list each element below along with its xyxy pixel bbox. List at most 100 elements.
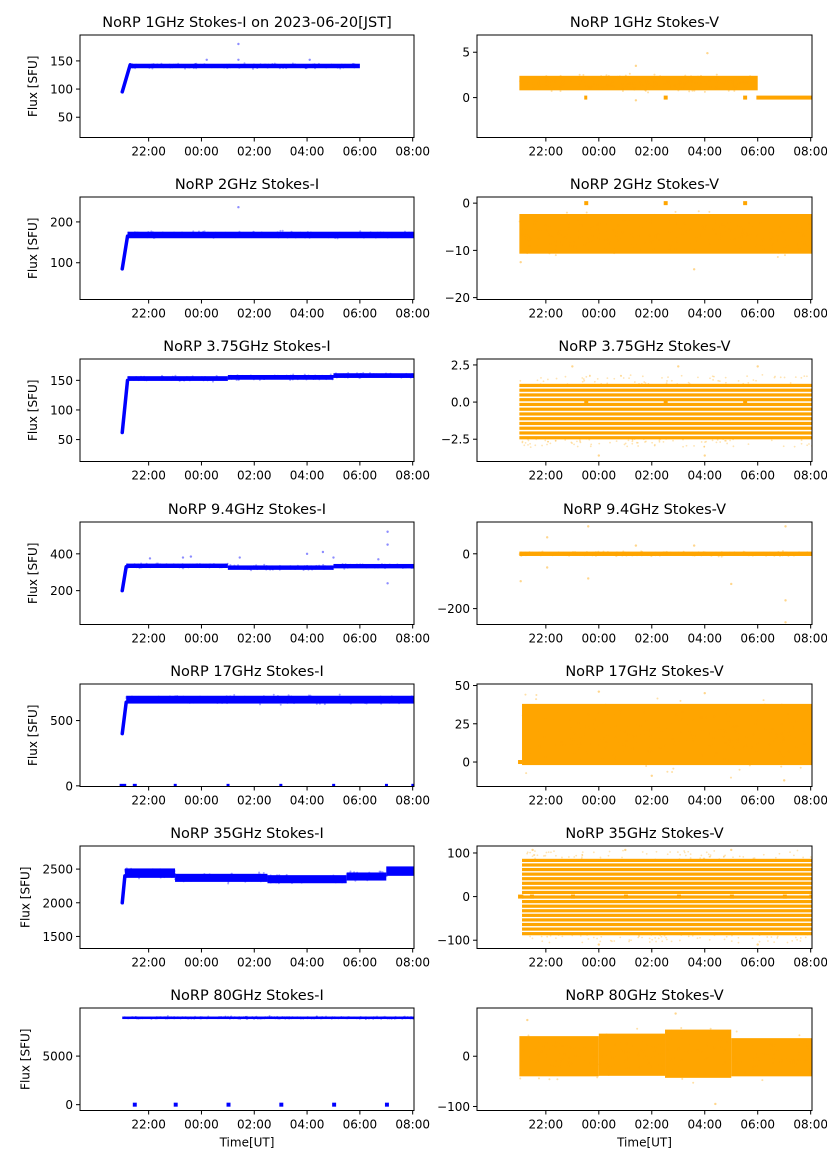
- data-point: [249, 65, 252, 68]
- data-point: [209, 378, 212, 381]
- data-point: [254, 875, 257, 878]
- data-point: [187, 64, 190, 67]
- data-point: [746, 81, 749, 84]
- data-point: [743, 1071, 746, 1074]
- data-point: [166, 1015, 169, 1018]
- x-tick-label: 06:00: [343, 632, 378, 646]
- data-point: [585, 86, 588, 89]
- data-point: [238, 375, 241, 378]
- data-point: [553, 1064, 556, 1067]
- data-point: [662, 932, 664, 935]
- data-point: [545, 85, 548, 88]
- data-point: [130, 378, 133, 381]
- data-point: [675, 1075, 678, 1078]
- data-point: [315, 1016, 318, 1019]
- data-point: [376, 234, 379, 237]
- data-point: [529, 739, 532, 742]
- data-point: [266, 376, 269, 379]
- data-point: [199, 1017, 202, 1020]
- data-band-fringe: [518, 550, 812, 558]
- data-point: [675, 1048, 678, 1051]
- data-point: [666, 80, 669, 83]
- data-point: [363, 231, 366, 234]
- data-point: [354, 877, 357, 880]
- data-point: [619, 1040, 622, 1043]
- data-point: [718, 231, 721, 234]
- data-point: [135, 1016, 138, 1019]
- data-point: [678, 858, 681, 860]
- data-point: [606, 84, 609, 87]
- data-point: [258, 375, 261, 378]
- data-point: [183, 565, 186, 568]
- data-point: [537, 81, 540, 84]
- data-point: [595, 551, 598, 554]
- data-point: [318, 1016, 321, 1019]
- data-point: [163, 377, 166, 380]
- data-point: [156, 698, 159, 701]
- data-point: [383, 375, 386, 378]
- data-point: [126, 1017, 129, 1020]
- data-point: [634, 82, 637, 85]
- data-point: [328, 376, 331, 379]
- data-point: [358, 1016, 361, 1019]
- data-point: [751, 715, 754, 718]
- data-zero-marker: [743, 201, 748, 206]
- data-point: [567, 1057, 570, 1060]
- data-point: [799, 940, 802, 942]
- data-point: [176, 1016, 179, 1019]
- data-point: [574, 244, 577, 247]
- data-point: [752, 1065, 755, 1068]
- data-point: [763, 551, 766, 554]
- data-point: [729, 715, 732, 718]
- data-point: [138, 567, 141, 570]
- data-point: [256, 879, 259, 882]
- data-zero-marker: [226, 783, 230, 787]
- data-point: [238, 876, 241, 879]
- data-point: [266, 65, 269, 68]
- data-point: [230, 700, 233, 703]
- data-point: [197, 698, 200, 701]
- data-point: [571, 442, 573, 445]
- data-point: [609, 553, 612, 556]
- data-point: [232, 876, 235, 879]
- y-tick-label: 1500: [42, 930, 73, 944]
- data-point: [262, 879, 265, 882]
- data-point: [152, 63, 155, 66]
- data-point: [243, 375, 246, 378]
- data-point: [571, 711, 574, 714]
- data-point: [641, 552, 644, 555]
- data-point: [178, 563, 181, 566]
- data-point: [607, 74, 610, 77]
- data-point: [183, 379, 186, 382]
- data-point: [284, 697, 287, 700]
- data-point: [202, 563, 205, 566]
- data-point: [372, 373, 375, 376]
- data-point: [242, 231, 245, 234]
- data-point: [708, 82, 711, 85]
- data-point: [576, 732, 579, 735]
- data-point: [664, 730, 667, 733]
- data-point: [182, 379, 185, 382]
- data-point: [410, 567, 413, 570]
- data-point: [337, 1017, 340, 1020]
- data-point: [757, 552, 760, 555]
- data-point: [202, 379, 205, 382]
- data-point: [725, 245, 728, 248]
- data-point: [698, 79, 701, 82]
- data-point: [606, 84, 609, 87]
- data-point: [372, 1017, 375, 1020]
- data-rise: [120, 63, 132, 94]
- x-tick-label: 02:00: [634, 145, 669, 159]
- data-point: [589, 86, 592, 89]
- data-point: [352, 375, 355, 378]
- data-point: [198, 65, 201, 68]
- data-point: [180, 64, 183, 67]
- data-point: [639, 81, 642, 84]
- data-point: [561, 1057, 564, 1060]
- data-point: [776, 551, 779, 554]
- data-point: [345, 873, 348, 876]
- data-point: [384, 372, 387, 375]
- data-point: [403, 233, 406, 236]
- data-point: [176, 879, 179, 882]
- data-point: [622, 708, 625, 711]
